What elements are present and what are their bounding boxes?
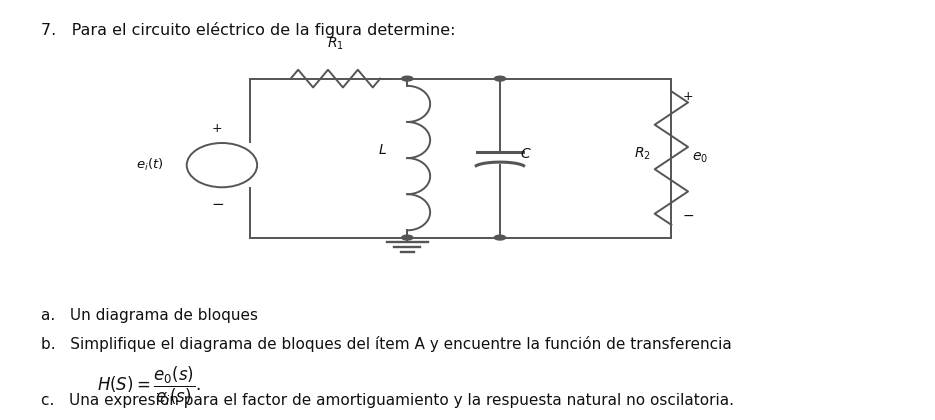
Text: b.   Simplifique el diagrama de bloques del ítem A y encuentre la función de tra: b. Simplifique el diagrama de bloques de…: [41, 336, 732, 352]
Text: $L$: $L$: [378, 143, 387, 157]
Text: $H(S) = \dfrac{e_0(s)}{e_i(s)}.$: $H(S) = \dfrac{e_0(s)}{e_i(s)}.$: [97, 364, 201, 407]
Circle shape: [402, 76, 413, 81]
Text: $C$: $C$: [520, 147, 532, 161]
Text: +: +: [683, 90, 693, 103]
Text: +: +: [212, 122, 223, 135]
Text: a.   Un diagrama de bloques: a. Un diagrama de bloques: [41, 308, 258, 323]
Circle shape: [495, 76, 506, 81]
Circle shape: [495, 235, 506, 240]
Text: $e_0$: $e_0$: [692, 151, 708, 165]
Text: c.   Una expresión para el factor de amortiguamiento y la respuesta natural no o: c. Una expresión para el factor de amort…: [41, 393, 734, 409]
Text: −: −: [683, 208, 694, 223]
Text: 7.   Para el circuito eléctrico de la figura determine:: 7. Para el circuito eléctrico de la figu…: [41, 22, 455, 38]
Text: −: −: [211, 197, 223, 213]
Text: $R_1$: $R_1$: [327, 36, 344, 52]
Circle shape: [402, 235, 413, 240]
Text: $R_2$: $R_2$: [634, 146, 651, 162]
Text: $e_i(t)$: $e_i(t)$: [137, 157, 164, 173]
